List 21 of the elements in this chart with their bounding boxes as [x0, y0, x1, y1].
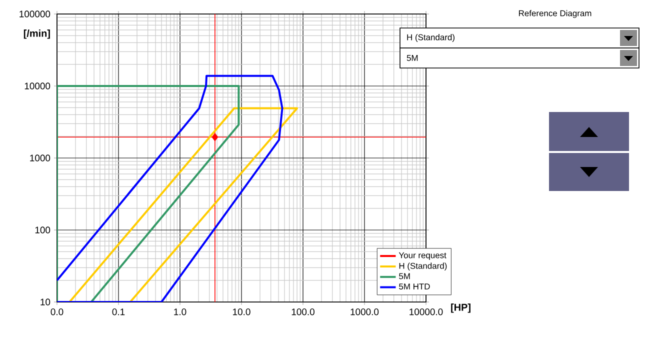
x-tick-label: 1000.0	[350, 308, 379, 316]
y-tick-label: 100000	[20, 10, 50, 18]
y-axis-title: [/min]	[24, 30, 50, 39]
x-axis-title: [HP]	[451, 304, 470, 313]
legend-label: 5M	[399, 273, 410, 280]
y-tick-label: 10	[40, 298, 50, 306]
legend-label: H (Standard)	[399, 262, 447, 271]
x-tick-label: 100.0	[292, 308, 314, 316]
y-tick-label: 10000	[24, 82, 50, 90]
x-tick-label: 10.0	[233, 308, 250, 316]
legend-label: 5M HTD	[399, 284, 430, 290]
x-tick-label: 0.1	[112, 308, 125, 316]
annotation: H (Standard)	[407, 34, 454, 42]
x-tick-label: 0.0	[50, 308, 64, 316]
annotation: 5M	[406, 55, 418, 61]
y-tick-label: 1000	[30, 154, 50, 162]
legend-label: Your request	[398, 252, 446, 260]
x-tick-label: 1.0	[174, 308, 186, 316]
text: Reference Diagram	[518, 10, 592, 18]
y-tick-label: 100	[35, 226, 50, 234]
x-tick-label: 10000.0	[410, 308, 443, 316]
